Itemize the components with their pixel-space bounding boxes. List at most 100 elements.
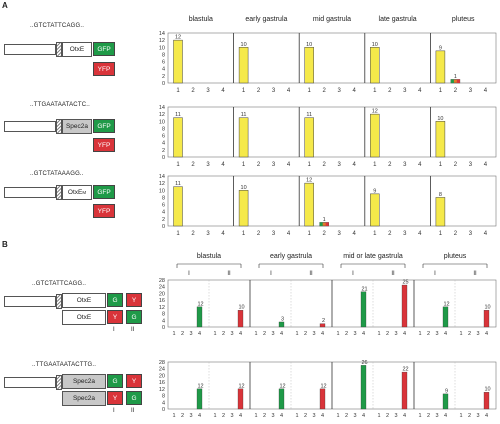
x-tick-label: 1 [439, 231, 443, 237]
roman-label: I [352, 271, 354, 277]
promoter-bar [4, 44, 56, 55]
stage-label: pluteus [452, 16, 475, 23]
data-label: 9 [439, 45, 442, 51]
y-tick-label: 12 [159, 305, 165, 311]
x-tick-label: 3 [469, 231, 473, 237]
data-label: 11 [175, 181, 181, 187]
x-tick-label: 3 [312, 413, 315, 419]
data-label: 3 [281, 316, 284, 322]
y-tick-label: 12 [159, 112, 165, 118]
x-tick-label: 4 [418, 162, 422, 168]
sequence-b2: ..TTGAATAATACTTG.. [32, 362, 97, 368]
data-label: 2 [322, 318, 325, 324]
g-box: G [126, 391, 142, 405]
x-tick-label: 3 [394, 413, 397, 419]
x-tick-label: 2 [191, 162, 195, 168]
y-tick-label: 10 [159, 119, 165, 125]
y-tick-label: 4 [162, 318, 165, 324]
sequence-a2: ..TTGAATAATACTC.. [30, 102, 90, 108]
y-tick-label: 0 [162, 155, 165, 161]
x-tick-label: 2 [454, 162, 458, 168]
y-tick-label: 24 [159, 367, 165, 373]
y-tick-label: 6 [162, 134, 165, 140]
gene-superscript: M [82, 190, 87, 195]
sequence-a1: ..GTCTATTCAGG.. [30, 23, 85, 29]
x-tick-label: 3 [272, 162, 276, 168]
y-tick-label: 28 [159, 360, 165, 366]
data-label: 22 [402, 367, 408, 373]
y-tick-label: 8 [162, 312, 165, 318]
y-tick-label: 10 [159, 45, 165, 51]
y-box: Y [126, 374, 142, 388]
y-tick-label: 14 [159, 105, 165, 111]
x-tick-label: 3 [338, 162, 342, 168]
roman-label: I [188, 271, 190, 277]
x-tick-label: 1 [176, 162, 180, 168]
x-tick-label: 1 [373, 88, 377, 94]
x-tick-label: 4 [353, 231, 357, 237]
x-tick-label: 3 [338, 231, 342, 237]
y-tick-label: 20 [159, 291, 165, 297]
stage-label: mid gastrula [313, 16, 351, 23]
roman-label: I [113, 327, 115, 333]
roman-label: I [113, 408, 115, 414]
x-tick-label: 2 [304, 413, 307, 419]
x-tick-label: 4 [484, 88, 488, 94]
x-tick-label: 1 [213, 331, 216, 337]
x-tick-label: 3 [353, 331, 356, 337]
hatch-region [56, 375, 62, 390]
data-bar [319, 323, 326, 328]
roman-label: II [473, 271, 477, 277]
roman-label: II [391, 271, 395, 277]
x-tick-label: 3 [353, 413, 356, 419]
x-tick-label: 4 [484, 162, 488, 168]
x-tick-label: 2 [323, 162, 327, 168]
data-bar [370, 193, 380, 227]
gene-box: Spec2a [62, 391, 106, 406]
x-tick-label: 1 [373, 231, 377, 237]
x-tick-label: 4 [221, 88, 225, 94]
x-tick-label: 2 [345, 413, 348, 419]
x-tick-label: 2 [454, 88, 458, 94]
panel-b-label: B [2, 240, 8, 249]
x-tick-label: 3 [338, 88, 342, 94]
data-bar [442, 306, 449, 328]
y-tick-label: 2 [162, 217, 165, 223]
data-label: 10 [484, 305, 490, 311]
gene-box: OtxE M [62, 185, 92, 200]
data-bar [196, 388, 203, 410]
x-tick-label: 4 [221, 231, 225, 237]
g-box: G [107, 374, 123, 388]
y-tick-label: 8 [162, 394, 165, 400]
x-tick-label: 4 [280, 331, 283, 337]
x-tick-label: 4 [287, 88, 291, 94]
data-label: 12 [320, 383, 326, 389]
x-tick-label: 1 [242, 88, 246, 94]
chart-frame [167, 175, 497, 227]
x-tick-label: 2 [263, 331, 266, 337]
data-label: 10 [484, 387, 490, 393]
x-tick-label: 4 [362, 331, 365, 337]
data-label: 12 [443, 301, 449, 307]
data-bar [435, 50, 446, 84]
x-tick-label: 3 [206, 88, 210, 94]
x-tick-label: 3 [435, 331, 438, 337]
sequence-b1: ..GTCTATTCAGG.. [32, 281, 87, 287]
gene-label: OtxE [67, 189, 83, 196]
data-label: 26 [361, 360, 367, 366]
x-tick-label: 3 [189, 413, 192, 419]
x-tick-label: 2 [388, 231, 392, 237]
x-tick-label: 1 [308, 88, 312, 94]
y-tick-label: 28 [159, 278, 165, 284]
y-tick-label: 4 [162, 400, 165, 406]
roman-label: II [131, 408, 135, 414]
data-bar [435, 197, 446, 227]
chart-frame [167, 32, 497, 84]
x-tick-label: 1 [308, 231, 312, 237]
x-tick-label: 3 [230, 413, 233, 419]
x-tick-label: 1 [377, 413, 380, 419]
data-bar [304, 117, 314, 158]
data-label: 12 [197, 301, 203, 307]
x-tick-label: 2 [191, 88, 195, 94]
data-bar-segment [319, 222, 323, 226]
